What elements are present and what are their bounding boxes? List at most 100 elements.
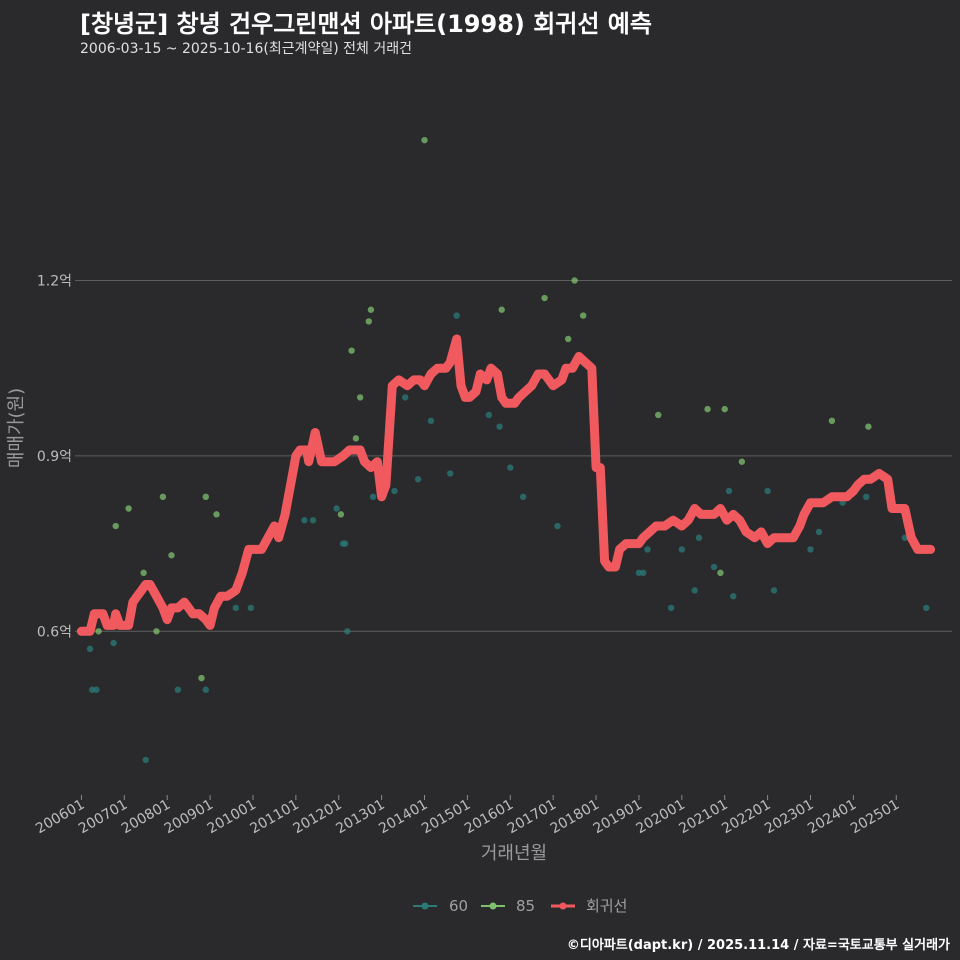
legend-label-60: 60 bbox=[449, 897, 468, 915]
scatter-point-60 bbox=[369, 493, 377, 501]
scatter-point-60 bbox=[710, 563, 718, 571]
legend-item-regression[interactable]: 회귀선 bbox=[551, 897, 627, 915]
y-axis-title: 매매가(원) bbox=[6, 388, 27, 468]
scatter-point-60 bbox=[447, 470, 454, 477]
scatter-point-85 bbox=[140, 569, 147, 577]
scatter-point-60 bbox=[519, 493, 527, 501]
scatter-point-85 bbox=[421, 136, 428, 144]
scatter-point-60 bbox=[247, 604, 255, 612]
scatter-point-60 bbox=[807, 546, 814, 553]
scatter-point-85 bbox=[153, 628, 160, 635]
scatter-point-85 bbox=[498, 306, 505, 313]
grid-layer bbox=[75, 279, 952, 800]
scatter-point-85 bbox=[112, 522, 119, 530]
scatter-point-60 bbox=[815, 528, 823, 536]
x-tick-label: 201501 bbox=[419, 797, 473, 838]
regression-line bbox=[76, 334, 936, 636]
scatter-point-60 bbox=[402, 394, 409, 401]
scatter-point-60 bbox=[202, 686, 209, 693]
scatter-point-60 bbox=[427, 417, 435, 425]
scatter-point-85 bbox=[125, 505, 132, 512]
scatter-point-60 bbox=[301, 517, 308, 524]
scatter-point-60 bbox=[667, 604, 675, 612]
scatter-point-85 bbox=[356, 394, 364, 401]
x-tick-label: 201201 bbox=[290, 797, 344, 838]
scatter-point-60 bbox=[341, 540, 349, 547]
x-tick-label: 200601 bbox=[33, 797, 87, 838]
x-tick-label: 202501 bbox=[848, 797, 902, 838]
scatter-point-60 bbox=[93, 686, 100, 693]
x-tick-label: 202101 bbox=[676, 797, 730, 838]
x-tick-labels: 2006012007012008012009012010012011012012… bbox=[33, 797, 902, 838]
scatter-point-85 bbox=[828, 417, 836, 425]
scatter-point-60 bbox=[333, 505, 340, 512]
chart-subtitle: 2006-03-15 ~ 2025-10-16(최근계약일) 전체 거래건 bbox=[80, 41, 412, 57]
scatter-point-85 bbox=[352, 435, 360, 442]
scatter-point-85 bbox=[337, 511, 345, 518]
scatter-point-60 bbox=[725, 487, 733, 495]
scatter-point-60 bbox=[640, 569, 647, 577]
scatter-point-60 bbox=[695, 534, 703, 541]
scatter-point-85 bbox=[579, 312, 587, 319]
x-axis-title: 거래년월 bbox=[481, 843, 547, 864]
scatter-point-85 bbox=[198, 674, 205, 682]
scatter-point-85 bbox=[213, 511, 220, 518]
chart-title: [창녕군] 창녕 건우그린맨션 아파트(1998) 회귀선 예측 bbox=[80, 10, 652, 38]
scatter-point-60 bbox=[764, 487, 771, 495]
x-tick-label: 202401 bbox=[805, 797, 859, 838]
scatter-point-85 bbox=[738, 458, 746, 465]
scatter-point-60 bbox=[863, 493, 870, 501]
scatter-point-60 bbox=[923, 604, 930, 612]
scatter-point-85 bbox=[348, 347, 355, 354]
x-tick-label: 201401 bbox=[376, 797, 430, 838]
scatter-point-85 bbox=[168, 552, 175, 559]
legend-label-regression: 회귀선 bbox=[586, 897, 627, 915]
y-tick-labels: 0.6억 0.9억 1.2억 bbox=[37, 273, 72, 640]
scatter-point-60 bbox=[414, 476, 422, 483]
x-tick-label: 201701 bbox=[505, 797, 559, 838]
scatter-point-60 bbox=[344, 628, 351, 635]
scatter-point-85 bbox=[721, 405, 728, 413]
scatter-point-85 bbox=[202, 493, 209, 501]
scatter-point-85 bbox=[367, 306, 375, 313]
scatter-point-85 bbox=[95, 628, 102, 635]
legend-item-60[interactable]: 60 bbox=[413, 897, 468, 915]
x-tick-label: 201301 bbox=[333, 797, 387, 838]
scatter-point-60 bbox=[554, 522, 561, 530]
y-tick-label: 1.2억 bbox=[37, 273, 72, 289]
scatter-point-60 bbox=[507, 464, 514, 471]
scatter-point-85 bbox=[365, 318, 372, 325]
scatter-point-60 bbox=[678, 546, 686, 553]
legend: 60 85 회귀선 bbox=[413, 897, 627, 915]
legend-swatch-regression-dot bbox=[559, 902, 567, 910]
scatter-point-60 bbox=[644, 546, 651, 553]
x-tick-label: 201601 bbox=[462, 797, 516, 838]
x-tick-label: 201901 bbox=[591, 797, 645, 838]
legend-item-85[interactable]: 85 bbox=[481, 897, 535, 915]
scatter-point-85 bbox=[564, 335, 572, 343]
scatter-point-85 bbox=[571, 277, 578, 284]
scatter-point-85 bbox=[704, 405, 711, 413]
scatter-point-85 bbox=[541, 294, 548, 302]
legend-swatch-85-dot bbox=[489, 902, 497, 910]
x-tick-label: 200801 bbox=[119, 797, 173, 838]
x-tick-label: 201001 bbox=[205, 797, 259, 838]
legend-swatch-60-dot bbox=[421, 902, 429, 910]
scatter-point-60 bbox=[232, 604, 240, 612]
scatter-point-60 bbox=[174, 686, 182, 693]
scatter-point-85 bbox=[865, 423, 872, 430]
y-tick-label: 0.6억 bbox=[37, 624, 72, 640]
scatter-point-60 bbox=[453, 312, 460, 319]
scatter-points bbox=[86, 136, 930, 764]
scatter-point-60 bbox=[485, 411, 493, 419]
scatter-point-85 bbox=[717, 569, 724, 577]
chart-footer: ©디아파트(dapt.kr) / 2025.11.14 / 자료=국토교통부 실… bbox=[566, 938, 950, 953]
scatter-point-60 bbox=[309, 517, 317, 524]
scatter-point-60 bbox=[691, 587, 698, 594]
x-tick-label: 202301 bbox=[762, 797, 816, 838]
x-tick-label: 200901 bbox=[162, 797, 216, 838]
scatter-point-60 bbox=[730, 593, 737, 600]
scatter-point-60 bbox=[110, 639, 117, 647]
scatter-point-85 bbox=[655, 411, 662, 419]
